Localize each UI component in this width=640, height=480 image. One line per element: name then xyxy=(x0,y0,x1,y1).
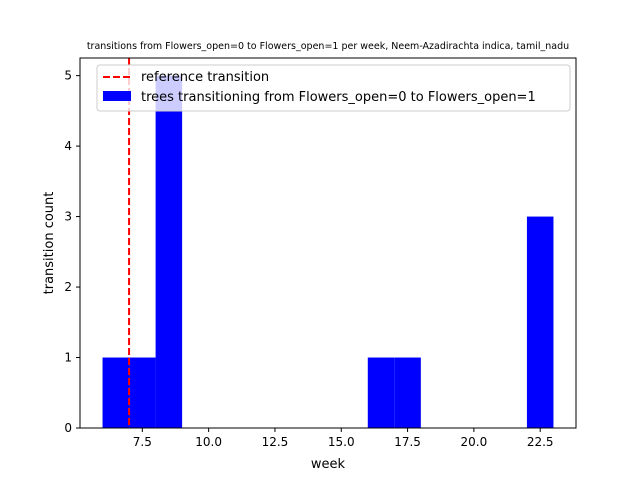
plot-frame xyxy=(79,57,577,429)
x-tick-label: 20.0 xyxy=(461,435,488,449)
x-tick-label: 17.5 xyxy=(394,435,421,449)
histogram-bar xyxy=(155,75,183,428)
y-axis-label: transition count xyxy=(42,192,57,295)
y-tick-label: 0 xyxy=(64,421,72,435)
histogram-bars xyxy=(102,75,554,428)
y-tick-label: 2 xyxy=(64,280,72,294)
y-tick-label: 4 xyxy=(64,139,72,153)
histogram-bar xyxy=(394,357,421,428)
histogram-bar xyxy=(102,357,130,428)
x-tick-label: 10.0 xyxy=(195,435,222,449)
histogram-bar xyxy=(526,216,554,428)
histogram-bar xyxy=(367,357,395,428)
y-tick-label: 1 xyxy=(64,351,72,365)
x-tick-label: 22.5 xyxy=(527,435,554,449)
legend-box xyxy=(96,64,571,112)
chart-title: transitions from Flowers_open=0 to Flowe… xyxy=(87,41,569,52)
y-tick-label: 3 xyxy=(64,210,72,224)
legend-bars-label: trees transitioning from Flowers_open=0 … xyxy=(141,90,536,105)
x-axis: 7.5 10.0 12.5 15.0 17.5 20.0 22.5 xyxy=(133,428,554,449)
y-axis: 0 1 2 3 4 5 xyxy=(64,69,80,435)
legend-reference-label: reference transition xyxy=(141,70,269,85)
x-tick-label: 12.5 xyxy=(262,435,289,449)
legend-bars-swatch xyxy=(103,91,131,101)
x-tick-label: 15.0 xyxy=(328,435,355,449)
y-tick-label: 5 xyxy=(64,69,72,83)
histogram-bar xyxy=(129,357,156,428)
x-tick-label: 7.5 xyxy=(133,435,152,449)
x-axis-label: week xyxy=(311,457,346,472)
legend: reference transition trees transitioning… xyxy=(96,64,571,112)
